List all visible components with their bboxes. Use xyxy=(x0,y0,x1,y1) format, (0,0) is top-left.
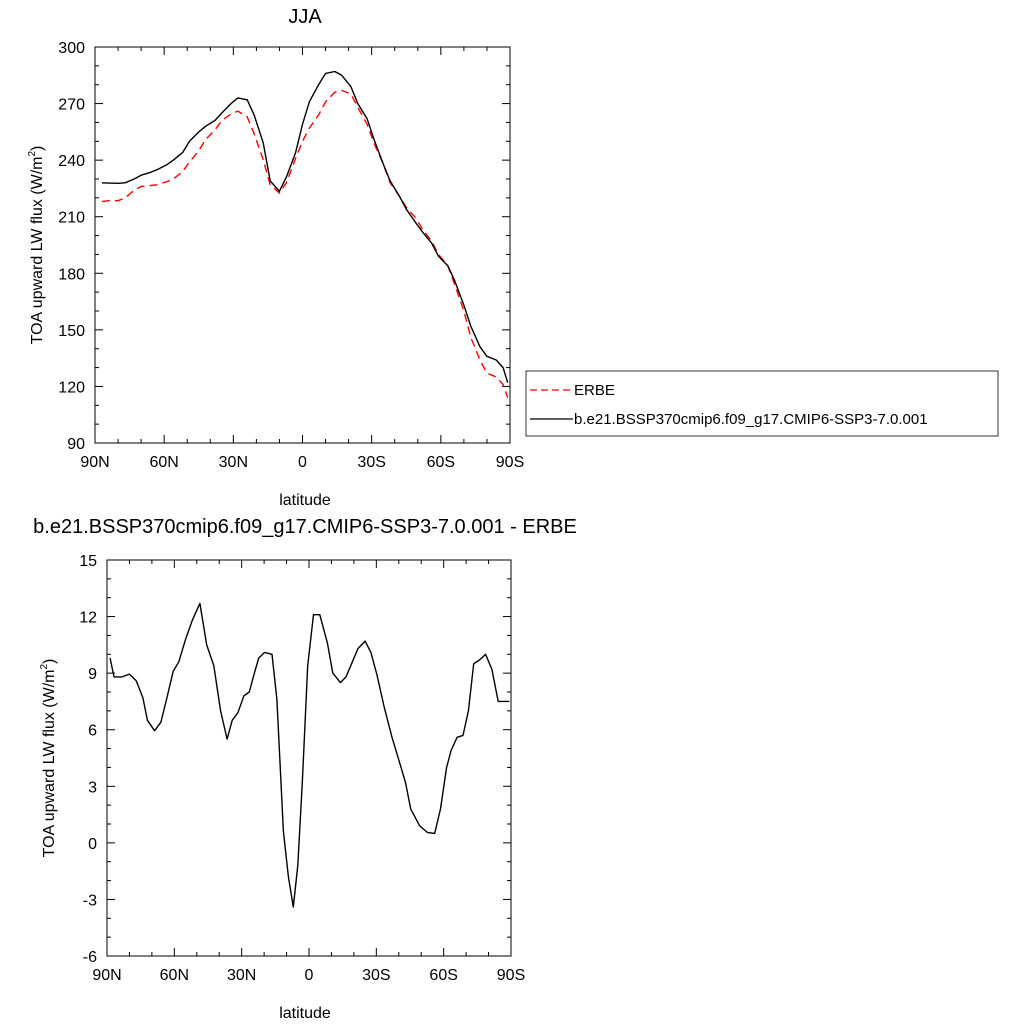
bottom-x-tick-label: 90S xyxy=(497,967,525,984)
top-x-tick-label: 60S xyxy=(427,454,455,471)
top-y-tick-label: 210 xyxy=(58,210,85,227)
bottom-y-tick-label: 12 xyxy=(79,610,97,627)
top-plot-frame xyxy=(94,46,511,444)
bottom-x-tick-label: 90N xyxy=(92,967,121,984)
bottom-y-tick-label: 3 xyxy=(88,779,97,796)
top-x-tick-label: 30S xyxy=(357,454,385,471)
top-x-tick-label: 90S xyxy=(496,454,524,471)
bottom-y-tick-label: -6 xyxy=(83,949,97,966)
top-y-tick-label: 180 xyxy=(58,266,85,283)
bottom-series-layer xyxy=(109,602,510,908)
bottom-x-axis-label: latitude xyxy=(279,1005,331,1022)
bottom-y-tick-label: 9 xyxy=(88,666,97,683)
bottom-axis-ticks: 90N 60N 30N 0 30S 60S 90S -6 -3 0 3 6 9 12 15 xyxy=(79,553,525,984)
top-chart-title: JJA xyxy=(288,6,322,28)
bottom-y-axis-label: TOA upward LW flux (W/m2) xyxy=(39,659,58,858)
bottom-chart-title: b.e21.BSSP370cmip6.f09_g17.CMIP6-SSP3-7.… xyxy=(33,516,577,538)
bottom-x-tick-label: 60S xyxy=(429,967,457,984)
top-y-tick-label: 90 xyxy=(67,436,85,453)
top-x-tick-label: 0 xyxy=(298,454,307,471)
top-x-axis-label: latitude xyxy=(279,492,331,509)
bottom-series-line-difference xyxy=(109,602,510,908)
bottom-y-axis-label-main: TOA upward LW flux (W/m xyxy=(41,670,58,858)
top-axis-ticks: 90N 60N 30N 0 30S 60S 90S 90 120 150 180 210 240 270 3… xyxy=(58,40,524,471)
top-y-tick-label: 120 xyxy=(58,379,85,396)
legend-model-label: b.e21.BSSP370cmip6.f09_g17.CMIP6-SSP3-7.… xyxy=(574,411,928,428)
top-y-axis-label-main: TOA upward LW flux (W/m xyxy=(29,157,46,345)
top-y-axis-label: TOA upward LW flux (W/m2) xyxy=(27,146,46,345)
bottom-y-tick-label: -3 xyxy=(83,892,97,909)
top-series-line-b-e21-bssp370cmip6-f09-g xyxy=(101,70,509,383)
top-x-tick-label: 30N xyxy=(219,454,248,471)
top-series-layer xyxy=(101,70,509,398)
top-y-tick-label: 300 xyxy=(58,40,85,57)
top-x-tick-label: 90N xyxy=(80,454,109,471)
top-x-tick-label: 60N xyxy=(149,454,178,471)
bottom-y-axis-label-end: ) xyxy=(41,659,58,664)
bottom-x-tick-label: 30S xyxy=(362,967,390,984)
top-y-axis-label-end: ) xyxy=(29,146,46,151)
legend: ERBE b.e21.BSSP370cmip6.f09_g17.CMIP6-SS… xyxy=(525,370,999,437)
top-y-tick-label: 240 xyxy=(58,153,85,170)
top-panel: JJA 90N 60N 30N 0 30S 60S 90S 90 120 150 180 210 240… xyxy=(27,6,524,509)
bottom-x-tick-label: 0 xyxy=(305,967,314,984)
bottom-y-tick-label: 15 xyxy=(79,553,97,570)
bottom-y-tick-label: 0 xyxy=(88,836,97,853)
top-series-line-erbe xyxy=(101,89,509,398)
legend-box xyxy=(525,370,999,437)
top-y-tick-label: 270 xyxy=(58,97,85,114)
legend-erbe-label: ERBE xyxy=(574,382,615,399)
bottom-x-tick-label: 30N xyxy=(227,967,256,984)
top-y-tick-label: 150 xyxy=(58,323,85,340)
bottom-x-tick-label: 60N xyxy=(160,967,189,984)
bottom-panel: b.e21.BSSP370cmip6.f09_g17.CMIP6-SSP3-7.… xyxy=(33,516,577,1022)
top-y-axis-label-sup: 2 xyxy=(27,151,38,157)
bottom-plot-frame xyxy=(106,559,512,957)
bottom-y-axis-label-sup: 2 xyxy=(39,664,50,670)
bottom-y-tick-label: 6 xyxy=(88,723,97,740)
